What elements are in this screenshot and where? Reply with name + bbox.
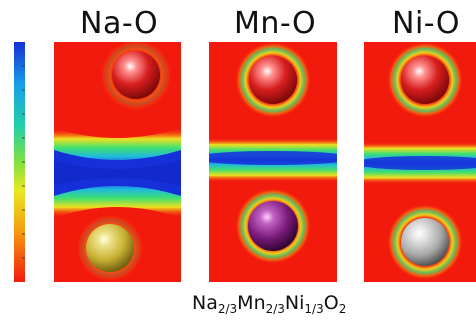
formula-element-mn: Mn bbox=[237, 292, 266, 314]
formula-subscript-mn: 2/3 bbox=[265, 302, 285, 316]
formula-element-na: Na bbox=[192, 292, 218, 314]
top-oxygen-atom bbox=[401, 56, 449, 104]
bottom-manganese-atom bbox=[248, 201, 298, 251]
color-scale-bar bbox=[14, 42, 25, 282]
panel-na-o-map bbox=[54, 42, 181, 282]
color-scale-ticks bbox=[22, 65, 25, 259]
formula-element-o: O bbox=[323, 292, 339, 314]
top-oxygen-atom bbox=[249, 56, 297, 104]
compound-formula: Na2/3Mn2/3Ni1/3O2 bbox=[192, 292, 346, 316]
top-oxygen-atom bbox=[112, 51, 160, 99]
panel-mn-o-map bbox=[209, 42, 337, 282]
panel-title-na-o: Na-O bbox=[80, 6, 159, 41]
panel-title-mn-o: Mn-O bbox=[234, 6, 317, 41]
bottom-nickel-atom bbox=[401, 218, 449, 266]
bottom-sodium-atom bbox=[86, 224, 134, 272]
formula-subscript-ni: 1/3 bbox=[304, 302, 324, 316]
formula-element-ni: Ni bbox=[284, 292, 305, 314]
panel-title-ni-o: Ni-O bbox=[392, 6, 461, 41]
panel-ni-o-map bbox=[364, 42, 476, 282]
formula-subscript-na: 2/3 bbox=[217, 302, 238, 316]
formula-subscript-o: 2 bbox=[338, 302, 347, 316]
